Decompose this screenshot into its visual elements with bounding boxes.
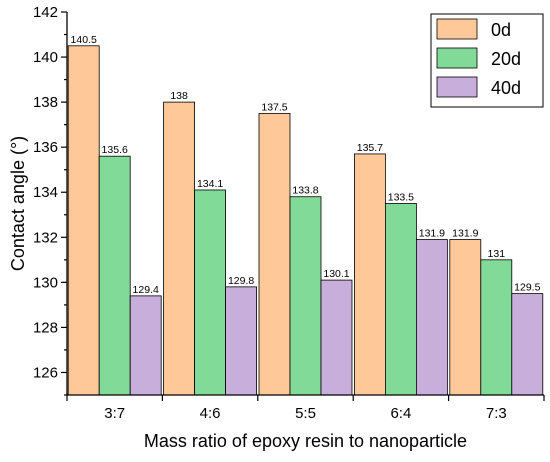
legend-swatch-0d <box>436 18 478 40</box>
bar-40d-3-7 <box>129 295 162 396</box>
data-label: 138 <box>170 90 188 102</box>
y-tick-label: 128 <box>33 319 58 336</box>
bar-0d-6-4 <box>353 153 386 396</box>
bar-40d-6-4 <box>415 239 448 396</box>
x-tick-label: 3:7 <box>104 405 125 422</box>
bar-20d-3-7 <box>98 155 131 396</box>
y-tick-label: 138 <box>33 94 58 111</box>
bar-20d-5-5 <box>289 196 322 396</box>
data-label: 130.1 <box>323 268 349 280</box>
data-label: 137.5 <box>261 101 287 113</box>
bar-20d-7-3 <box>480 259 513 396</box>
y-tick-label: 130 <box>33 274 58 291</box>
bars-layer <box>67 45 544 396</box>
bar-20d-4-6 <box>194 189 227 396</box>
data-label: 133.8 <box>292 185 318 197</box>
axes-layer: 126 128 130 132 134 136 138 140 142 3:7 4:6 5:5 6:4 7… <box>33 4 545 422</box>
legend-swatch-40d <box>436 76 478 98</box>
bar-40d-4-6 <box>225 286 258 396</box>
legend-label-20d: 20d <box>491 49 521 69</box>
data-label: 134.1 <box>197 178 223 190</box>
legend-swatch-20d <box>436 47 478 69</box>
data-label: 129.8 <box>228 275 254 287</box>
data-label: 129.4 <box>133 284 159 296</box>
y-tick-label: 136 <box>33 139 58 156</box>
x-axis-title: Mass ratio of epoxy resin to nanoparticl… <box>144 431 467 451</box>
data-label: 131.9 <box>452 228 478 240</box>
data-label: 129.5 <box>514 282 540 294</box>
y-tick-label: 142 <box>33 4 58 21</box>
data-labels-layer: 140.5 135.6 129.4 138 134.1 129.8 137.5 133.8 13… <box>71 34 541 296</box>
y-tick-label: 132 <box>33 229 58 246</box>
x-tick-label: 4:6 <box>200 405 221 422</box>
x-tick-label: 7:3 <box>486 405 507 422</box>
y-axis-title: Contact angle (°) <box>8 136 28 271</box>
y-tick-label: 140 <box>33 49 58 66</box>
x-tick-label: 6:4 <box>390 405 411 422</box>
bar-0d-5-5 <box>258 112 291 396</box>
legend-label-40d: 40d <box>491 78 521 98</box>
legend: 0d 20d 40d <box>430 13 544 108</box>
bar-40d-5-5 <box>320 279 353 396</box>
data-label: 133.5 <box>388 192 414 204</box>
bar-0d-3-7 <box>67 45 100 396</box>
bar-0d-7-3 <box>449 239 482 396</box>
data-label: 140.5 <box>71 34 97 46</box>
data-label: 135.7 <box>357 142 383 154</box>
legend-label-0d: 0d <box>491 20 511 40</box>
bar-0d-4-6 <box>163 101 196 396</box>
data-label: 131.9 <box>419 228 445 240</box>
y-tick-label: 126 <box>33 364 58 381</box>
x-tick-label: 5:5 <box>295 405 316 422</box>
data-label: 135.6 <box>102 144 128 156</box>
y-tick-label: 134 <box>33 184 58 201</box>
bar-40d-7-3 <box>511 293 544 396</box>
data-label: 131 <box>488 248 506 260</box>
bar-20d-6-4 <box>384 203 417 396</box>
